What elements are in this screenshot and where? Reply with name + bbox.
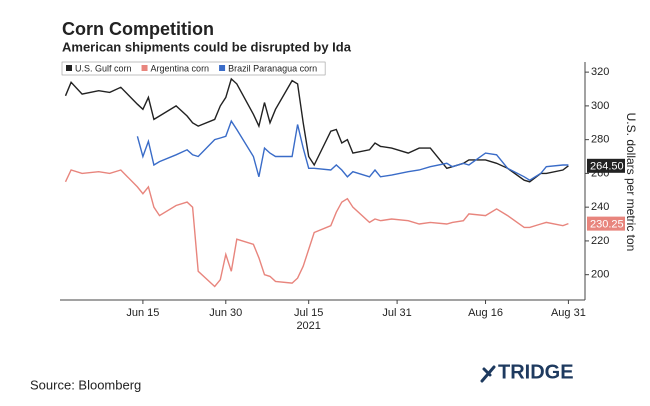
series-line <box>64 169 569 288</box>
legend-box <box>61 61 326 76</box>
value-tag <box>587 158 625 173</box>
y-tick-label: 240 <box>591 201 609 213</box>
series-line <box>136 119 569 182</box>
legend-swatch <box>219 65 226 71</box>
legend-swatch <box>141 65 148 71</box>
x-tick-label: Jul 15 <box>294 307 323 319</box>
chart-subtitle: American shipments could be disrupted by… <box>62 39 352 54</box>
x-tick-label: Jul 31 <box>382 307 411 319</box>
series-line <box>64 77 569 183</box>
x-tick-label: Jun 15 <box>126 307 159 319</box>
logo: TRIDGE <box>498 361 574 383</box>
legend-swatch <box>66 65 72 71</box>
logo-icon <box>480 365 496 383</box>
chart-title: Corn Competition <box>62 19 214 39</box>
x-tick-label: Aug 16 <box>468 307 503 319</box>
y-tick-label: 280 <box>591 134 609 146</box>
legend-label: U.S. Gulf corn <box>75 63 132 73</box>
y-tick-label: 200 <box>591 269 609 281</box>
y-axis-title: U.S. dollars per metric ton <box>624 113 638 252</box>
legend-label: Argentina corn <box>151 63 210 73</box>
x-year-label: 2021 <box>296 320 320 332</box>
y-tick-label: 300 <box>591 100 609 112</box>
value-label: 264.50 <box>590 161 624 173</box>
x-tick-label: Jun 30 <box>209 307 242 319</box>
x-tick-label: Aug 31 <box>551 307 586 319</box>
legend-label: Brazil Paranagua corn <box>228 63 317 73</box>
value-tag <box>587 216 625 231</box>
legend: U.S. Gulf corn Argentina corn Brazil Paran… <box>61 61 326 76</box>
y-tick-label: 220 <box>591 235 609 247</box>
y-tick-label: 320 <box>591 66 609 78</box>
value-label: 230.25 <box>590 219 624 231</box>
source: Source: Bloomberg <box>30 377 141 392</box>
